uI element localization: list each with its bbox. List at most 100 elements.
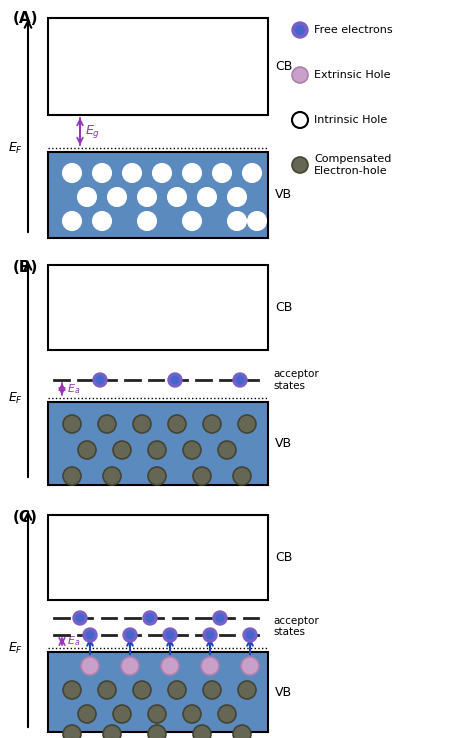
Text: CB: CB (275, 60, 292, 73)
Text: Free electrons: Free electrons (314, 25, 392, 35)
Circle shape (292, 22, 308, 38)
Circle shape (63, 415, 81, 433)
Bar (48, 402, 268, 485)
Circle shape (233, 373, 247, 387)
Circle shape (218, 441, 236, 459)
Circle shape (143, 611, 157, 625)
Circle shape (248, 212, 266, 230)
Circle shape (113, 441, 131, 459)
Circle shape (78, 441, 96, 459)
Circle shape (63, 164, 81, 182)
Circle shape (63, 467, 81, 485)
Circle shape (238, 681, 256, 699)
Circle shape (133, 681, 151, 699)
Circle shape (292, 157, 308, 173)
Text: $E_a$: $E_a$ (67, 635, 80, 649)
Circle shape (78, 188, 96, 206)
Circle shape (81, 657, 99, 675)
Circle shape (166, 631, 174, 639)
Circle shape (183, 705, 201, 723)
Text: $E_F$: $E_F$ (9, 390, 24, 406)
Text: (A): (A) (13, 11, 38, 26)
Text: VB: VB (275, 686, 292, 698)
Bar (48, 515, 268, 600)
Circle shape (103, 467, 121, 485)
Circle shape (183, 441, 201, 459)
Text: acceptor
states: acceptor states (273, 369, 319, 391)
Bar (48, 652, 268, 732)
Circle shape (292, 67, 308, 83)
Circle shape (133, 415, 151, 433)
Circle shape (228, 212, 246, 230)
Circle shape (233, 467, 251, 485)
Text: $E_g$: $E_g$ (85, 123, 100, 140)
Circle shape (78, 705, 96, 723)
Circle shape (233, 725, 251, 738)
Text: (B): (B) (13, 260, 38, 275)
Circle shape (243, 628, 257, 642)
Circle shape (123, 628, 137, 642)
Circle shape (96, 376, 104, 384)
Circle shape (63, 212, 81, 230)
Text: CB: CB (275, 551, 292, 564)
Text: Extrinsic Hole: Extrinsic Hole (314, 70, 391, 80)
Circle shape (203, 681, 221, 699)
Circle shape (183, 164, 201, 182)
Circle shape (123, 164, 141, 182)
Circle shape (193, 725, 211, 738)
Circle shape (113, 705, 131, 723)
Circle shape (148, 725, 166, 738)
Circle shape (148, 705, 166, 723)
Text: VB: VB (275, 437, 292, 450)
Text: $E_F$: $E_F$ (9, 140, 24, 156)
Circle shape (63, 725, 81, 738)
Circle shape (228, 188, 246, 206)
Circle shape (203, 415, 221, 433)
Circle shape (83, 628, 97, 642)
Circle shape (163, 628, 177, 642)
Circle shape (148, 441, 166, 459)
Circle shape (236, 376, 244, 384)
Circle shape (213, 611, 227, 625)
Circle shape (168, 188, 186, 206)
Circle shape (292, 112, 308, 128)
Circle shape (73, 611, 87, 625)
Circle shape (98, 681, 116, 699)
Text: CB: CB (275, 301, 292, 314)
Circle shape (238, 415, 256, 433)
Circle shape (138, 212, 156, 230)
Circle shape (218, 705, 236, 723)
Circle shape (296, 26, 304, 35)
Circle shape (201, 657, 219, 675)
Circle shape (193, 467, 211, 485)
Circle shape (161, 657, 179, 675)
Circle shape (93, 212, 111, 230)
Circle shape (153, 164, 171, 182)
Circle shape (216, 614, 224, 622)
Circle shape (148, 467, 166, 485)
Circle shape (213, 164, 231, 182)
Circle shape (93, 373, 107, 387)
Circle shape (76, 614, 84, 622)
Circle shape (138, 188, 156, 206)
Bar (48, 152, 268, 238)
Circle shape (241, 657, 259, 675)
Circle shape (146, 614, 154, 622)
Circle shape (98, 415, 116, 433)
Text: acceptor
states: acceptor states (273, 615, 319, 638)
Circle shape (171, 376, 179, 384)
Circle shape (206, 631, 214, 639)
Text: Compensated
Electron-hole: Compensated Electron-hole (314, 154, 392, 176)
Text: $E_a$: $E_a$ (67, 382, 80, 396)
Circle shape (168, 415, 186, 433)
Text: VB: VB (275, 188, 292, 201)
Circle shape (168, 373, 182, 387)
Circle shape (183, 212, 201, 230)
Circle shape (63, 681, 81, 699)
Text: Intrinsic Hole: Intrinsic Hole (314, 115, 387, 125)
Circle shape (243, 164, 261, 182)
Circle shape (108, 188, 126, 206)
Circle shape (93, 164, 111, 182)
Circle shape (168, 681, 186, 699)
Circle shape (126, 631, 134, 639)
